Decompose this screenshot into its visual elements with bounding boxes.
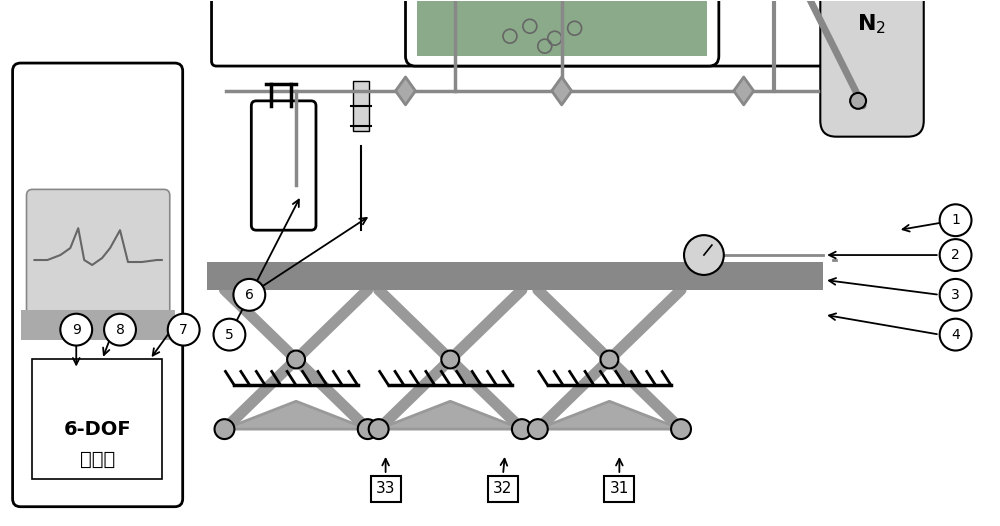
Polygon shape <box>224 401 368 429</box>
Circle shape <box>600 350 618 368</box>
Bar <box>21 310 175 340</box>
Circle shape <box>684 235 724 275</box>
Polygon shape <box>538 401 681 429</box>
Circle shape <box>940 319 971 350</box>
Circle shape <box>233 279 265 311</box>
Polygon shape <box>379 401 522 429</box>
FancyBboxPatch shape <box>212 0 833 66</box>
Circle shape <box>369 419 389 439</box>
Circle shape <box>215 419 234 439</box>
FancyBboxPatch shape <box>820 0 924 137</box>
Circle shape <box>671 419 691 439</box>
Circle shape <box>528 419 548 439</box>
Circle shape <box>441 350 459 368</box>
Text: 8: 8 <box>116 322 124 337</box>
Text: N$_2$: N$_2$ <box>857 12 887 36</box>
Text: 31: 31 <box>610 481 629 497</box>
Text: 控制台: 控制台 <box>80 449 115 469</box>
FancyBboxPatch shape <box>251 101 316 230</box>
Text: 4: 4 <box>951 328 960 341</box>
Circle shape <box>358 419 378 439</box>
Circle shape <box>940 279 971 311</box>
Circle shape <box>940 239 971 271</box>
Circle shape <box>168 313 200 346</box>
Text: 33: 33 <box>376 481 395 497</box>
Text: 5: 5 <box>225 328 234 341</box>
Circle shape <box>60 313 92 346</box>
Polygon shape <box>552 77 572 105</box>
Text: 6: 6 <box>245 288 254 302</box>
FancyBboxPatch shape <box>13 63 183 507</box>
FancyBboxPatch shape <box>27 189 170 316</box>
Polygon shape <box>734 77 754 105</box>
Bar <box>207 262 823 290</box>
FancyBboxPatch shape <box>406 0 719 66</box>
Bar <box>32 359 162 479</box>
Circle shape <box>850 93 866 109</box>
Circle shape <box>287 350 305 368</box>
Circle shape <box>214 319 245 350</box>
Text: 6-DOF: 6-DOF <box>63 420 131 439</box>
Circle shape <box>940 204 971 236</box>
Bar <box>353 81 369 130</box>
Polygon shape <box>396 77 415 105</box>
Text: 7: 7 <box>179 322 188 337</box>
Text: 3: 3 <box>951 288 960 302</box>
Circle shape <box>512 419 532 439</box>
Text: 32: 32 <box>493 481 513 497</box>
Text: 2: 2 <box>951 248 960 262</box>
Bar <box>417 2 707 56</box>
Circle shape <box>104 313 136 346</box>
Text: 9: 9 <box>72 322 81 337</box>
Text: 1: 1 <box>951 213 960 227</box>
